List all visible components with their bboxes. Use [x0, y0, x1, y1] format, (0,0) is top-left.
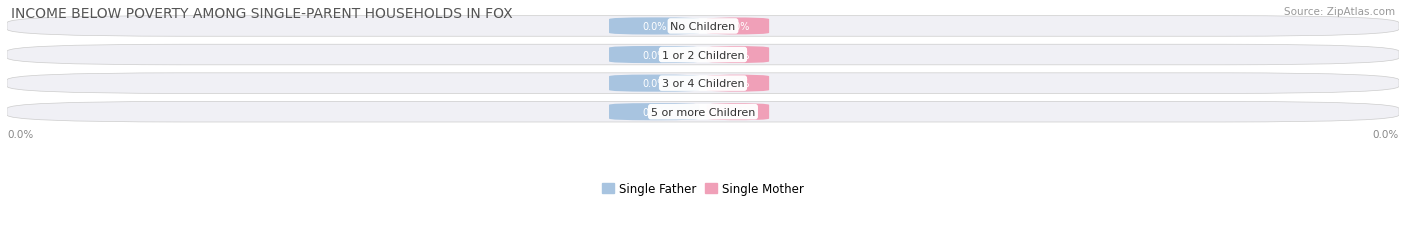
FancyBboxPatch shape	[706, 47, 769, 64]
FancyBboxPatch shape	[609, 75, 700, 92]
Text: 5 or more Children: 5 or more Children	[651, 107, 755, 117]
Text: 0.0%: 0.0%	[7, 130, 34, 140]
Text: Source: ZipAtlas.com: Source: ZipAtlas.com	[1284, 7, 1395, 17]
Text: 0.0%: 0.0%	[725, 79, 749, 89]
FancyBboxPatch shape	[609, 18, 700, 35]
FancyBboxPatch shape	[706, 104, 769, 121]
FancyBboxPatch shape	[7, 45, 1399, 66]
Text: 0.0%: 0.0%	[643, 107, 666, 117]
Text: 3 or 4 Children: 3 or 4 Children	[662, 79, 744, 89]
Text: 0.0%: 0.0%	[643, 79, 666, 89]
FancyBboxPatch shape	[7, 102, 1399, 122]
FancyBboxPatch shape	[706, 75, 769, 92]
Text: 1 or 2 Children: 1 or 2 Children	[662, 50, 744, 60]
Text: 0.0%: 0.0%	[643, 50, 666, 60]
Text: 0.0%: 0.0%	[725, 107, 749, 117]
FancyBboxPatch shape	[7, 73, 1399, 94]
Text: 0.0%: 0.0%	[725, 50, 749, 60]
Text: INCOME BELOW POVERTY AMONG SINGLE-PARENT HOUSEHOLDS IN FOX: INCOME BELOW POVERTY AMONG SINGLE-PARENT…	[11, 7, 513, 21]
Text: 0.0%: 0.0%	[1372, 130, 1399, 140]
FancyBboxPatch shape	[609, 47, 700, 64]
Text: No Children: No Children	[671, 22, 735, 32]
FancyBboxPatch shape	[609, 104, 700, 121]
Legend: Single Father, Single Mother: Single Father, Single Mother	[602, 182, 804, 195]
Text: 0.0%: 0.0%	[725, 22, 749, 32]
FancyBboxPatch shape	[706, 18, 769, 35]
FancyBboxPatch shape	[7, 17, 1399, 37]
Text: 0.0%: 0.0%	[643, 22, 666, 32]
